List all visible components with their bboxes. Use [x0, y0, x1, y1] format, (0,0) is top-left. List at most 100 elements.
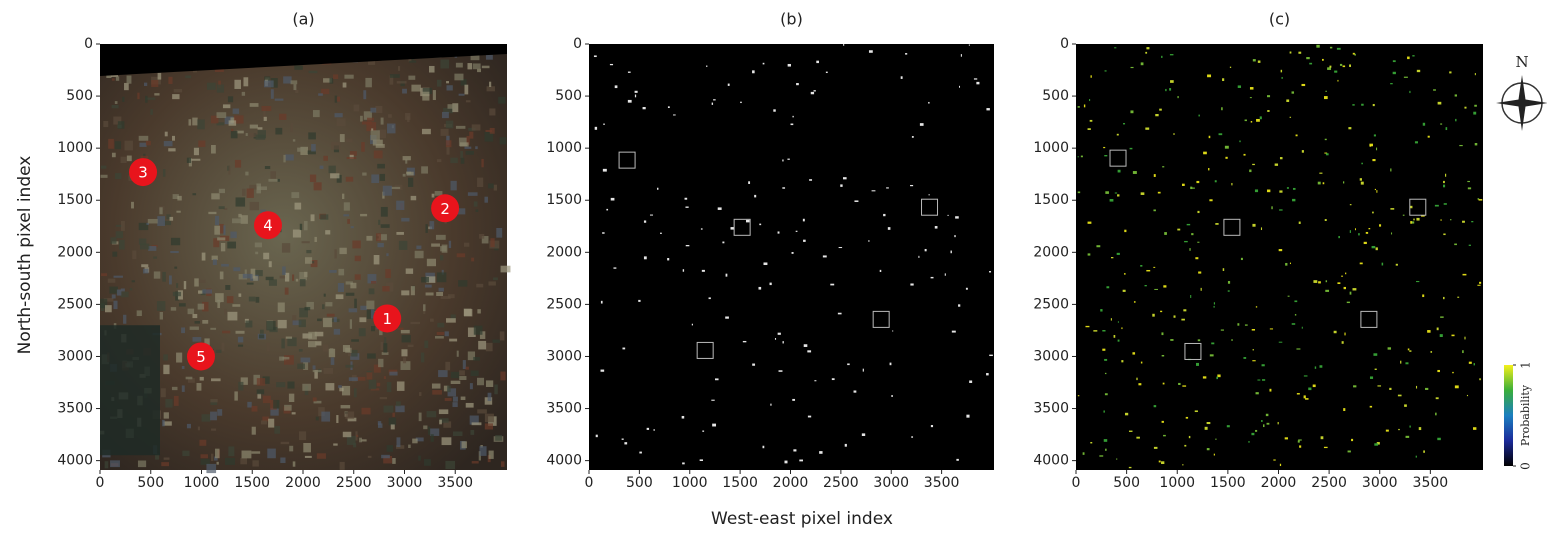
water [100, 325, 160, 456]
speck [1376, 190, 1378, 193]
texture [230, 231, 237, 239]
texture [329, 270, 337, 273]
texture [211, 193, 220, 200]
texture [465, 402, 474, 408]
speck [1409, 350, 1412, 352]
x-tick-label: 0 [585, 475, 594, 491]
speck [1281, 77, 1283, 79]
texture [431, 193, 435, 198]
speck [1146, 47, 1150, 50]
texture [471, 422, 482, 426]
speck [1474, 73, 1476, 76]
speck [1132, 352, 1136, 355]
texture [379, 173, 386, 181]
texture [333, 328, 341, 335]
texture [206, 463, 217, 474]
speck [1197, 210, 1200, 214]
texture [276, 382, 286, 388]
texture [181, 385, 185, 392]
texture [257, 393, 262, 399]
texture [310, 259, 318, 268]
texture [460, 396, 466, 400]
speck [642, 107, 646, 110]
speck [1209, 199, 1213, 202]
speck [784, 460, 788, 464]
speck [1170, 80, 1174, 83]
texture [409, 60, 417, 63]
y-tick-label: 3500 [1033, 401, 1069, 417]
texture [359, 317, 367, 323]
speck [1473, 111, 1477, 115]
speck [1477, 198, 1480, 200]
texture [308, 132, 316, 140]
texture [334, 95, 338, 103]
speck [868, 50, 873, 53]
texture [345, 411, 355, 419]
speck [1169, 88, 1172, 91]
texture [436, 272, 447, 283]
texture [232, 304, 241, 307]
texture [250, 268, 256, 279]
speck [1273, 459, 1276, 461]
y-tick-label: 2500 [57, 296, 93, 312]
texture [283, 76, 292, 84]
texture [307, 150, 316, 155]
texture [268, 261, 272, 268]
texture [481, 158, 484, 168]
texture [268, 418, 275, 428]
texture [218, 80, 221, 88]
texture [153, 271, 161, 279]
texture [368, 379, 377, 390]
texture [304, 257, 313, 264]
texture [274, 425, 280, 434]
texture [450, 314, 456, 320]
texture [234, 391, 238, 401]
speck [1298, 51, 1302, 54]
texture [116, 289, 122, 296]
speck [1341, 275, 1344, 277]
speck [1349, 291, 1352, 295]
texture [357, 376, 366, 381]
speck [1087, 128, 1091, 130]
speck [1309, 62, 1313, 65]
texture [445, 120, 454, 129]
speck [1104, 372, 1107, 375]
speck [887, 227, 891, 230]
texture [450, 380, 461, 384]
texture [163, 412, 169, 419]
speck [1403, 76, 1408, 78]
panel-title: (a) [292, 10, 314, 29]
speck [1376, 442, 1380, 445]
texture [129, 288, 133, 291]
speck [1445, 127, 1448, 131]
speck [725, 273, 728, 277]
texture [169, 275, 172, 285]
speck [1402, 214, 1405, 216]
texture [228, 446, 235, 457]
texture [186, 423, 191, 429]
speck [1443, 233, 1446, 236]
texture [477, 68, 481, 73]
texture [257, 130, 266, 139]
speck [1421, 215, 1425, 217]
texture [297, 363, 305, 369]
texture [498, 96, 506, 104]
texture [312, 397, 317, 402]
speck [1102, 348, 1106, 351]
speck [1173, 133, 1175, 135]
speck [1291, 91, 1295, 94]
texture [138, 135, 149, 141]
texture [103, 298, 114, 302]
texture [488, 183, 494, 189]
texture [460, 157, 465, 164]
speck [1347, 450, 1351, 453]
texture [339, 461, 345, 470]
speck [1392, 60, 1396, 63]
texture [439, 418, 449, 423]
texture [321, 88, 330, 95]
speck [1454, 385, 1459, 389]
speck [1249, 97, 1252, 99]
speck [1153, 266, 1156, 268]
texture [156, 301, 166, 311]
